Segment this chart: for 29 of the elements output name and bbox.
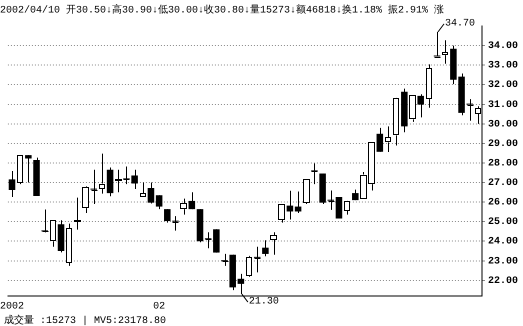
candlestick: [270, 232, 277, 256]
candlestick: [131, 169, 138, 190]
y-tick-label: 25.00: [488, 217, 518, 228]
annotation: 34.70: [445, 18, 476, 30]
y-tick-label: 32.00: [488, 80, 518, 92]
y-tick-label: 30.00: [488, 119, 518, 130]
candlestick: [254, 246, 261, 273]
y-tick-label: 22.00: [488, 276, 518, 287]
candlestick: [302, 178, 310, 205]
candlestick: [434, 31, 441, 58]
text: 21.30: [248, 296, 279, 308]
candlestick: [262, 240, 269, 257]
y-tick-label: 34.00: [488, 41, 518, 52]
y-tick-label: 33.00: [488, 60, 518, 72]
y-tick-label: 28.00: [488, 158, 518, 170]
chart-title: 2002/04/10 开30.50↓高30.90↓低30.00↓收30.80↓量15273↓额46818↓换1.18% 振2.91% 涨: [0, 4, 444, 17]
y-tick-label: 29.00: [488, 138, 518, 150]
y-tick-label: 24.00: [488, 236, 518, 248]
candlestick: [156, 194, 162, 210]
candlestick: [74, 197, 81, 230]
text: 成交量 :15273 | MV5:23178.80: [4, 314, 166, 326]
x-tick-label: 02: [153, 302, 166, 313]
x-tick-label: 2002: [0, 302, 24, 313]
y-tick-label: 27.00: [488, 178, 518, 190]
y-tick-label: 31.00: [488, 100, 518, 111]
candlestick: [25, 154, 32, 184]
candlestick: [294, 191, 302, 214]
y-tick-label: 26.00: [488, 198, 518, 209]
y-tick-label: 23.00: [488, 256, 518, 268]
